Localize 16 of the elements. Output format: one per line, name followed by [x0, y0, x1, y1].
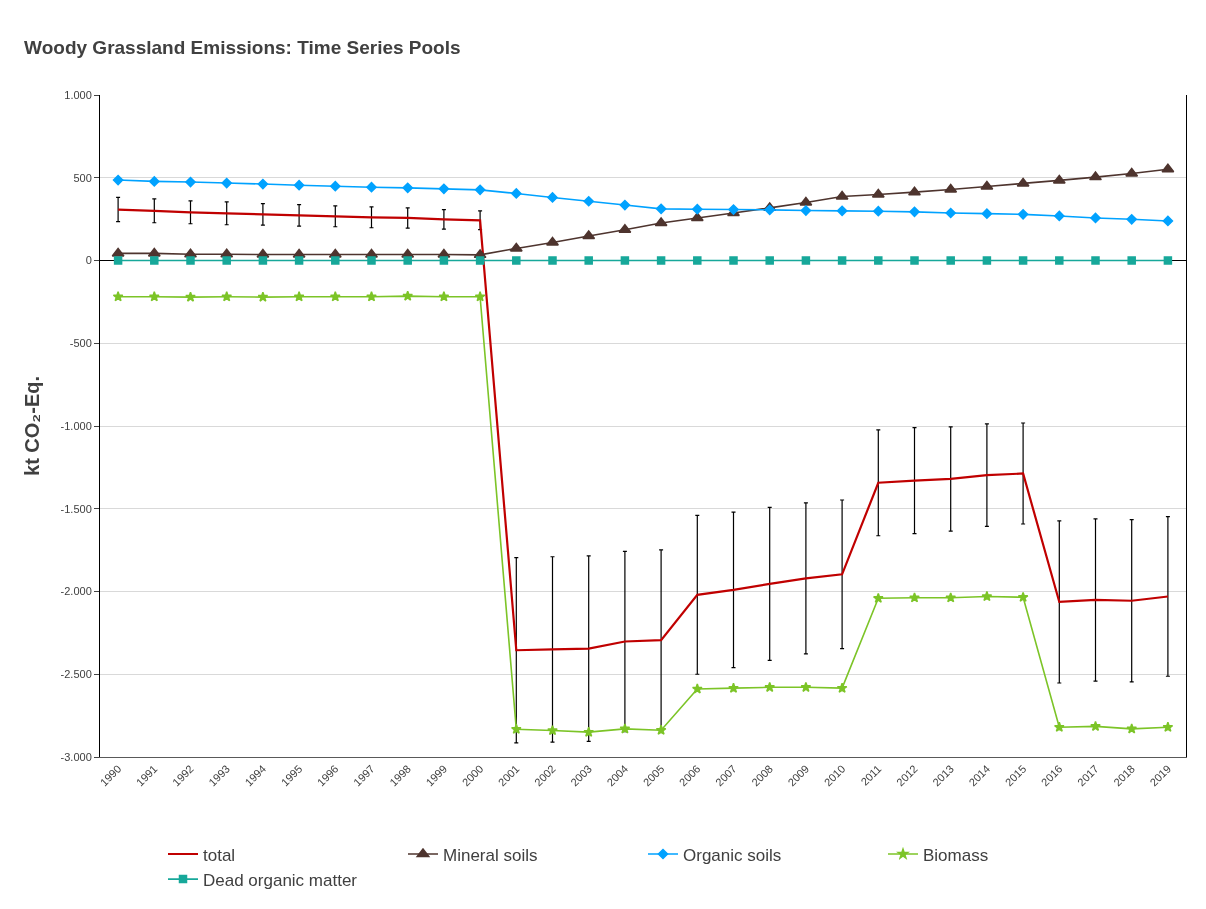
y-tick-label: -3.000 — [60, 750, 92, 763]
legend-label: Organic soils — [683, 845, 782, 865]
y-tick-label: 1.000 — [64, 88, 92, 101]
legend-label: Biomass — [923, 845, 989, 865]
y-tick-label: -2.500 — [60, 668, 92, 681]
legend-label: total — [203, 845, 236, 865]
legend-label: Mineral soils — [443, 845, 538, 865]
y-tick-label: -1.000 — [60, 419, 92, 432]
y-tick-label: 0 — [85, 254, 92, 267]
y-tick-label: -500 — [69, 337, 92, 350]
y-tick-label: 500 — [73, 171, 92, 184]
y-tick-label: -2.000 — [60, 585, 92, 598]
legend-label: Dead organic matter — [203, 870, 358, 890]
y-axis-title: kt CO₂-Eq. — [21, 376, 44, 476]
y-tick-label: -1.500 — [60, 502, 92, 515]
chart-title: Woody Grassland Emissions: Time Series Pools — [24, 37, 461, 59]
